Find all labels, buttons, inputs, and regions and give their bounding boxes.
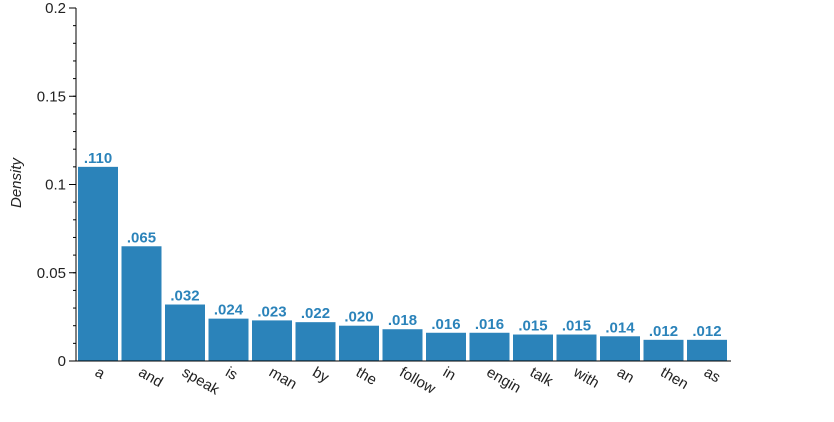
x-tick-label-in: in	[440, 364, 459, 385]
x-tick-label-then: then	[658, 364, 692, 393]
value-label-speak: .032	[170, 288, 199, 305]
value-label-and: .065	[127, 229, 156, 246]
bar-with	[556, 334, 597, 361]
bar-a	[78, 166, 118, 361]
x-tick-label-the: the	[353, 364, 380, 389]
x-tick-label-as: as	[701, 364, 723, 387]
bar-then	[643, 339, 684, 361]
y-axis-title: Density	[8, 156, 25, 208]
value-label-is: .024	[214, 302, 244, 319]
bars-group	[78, 166, 727, 361]
value-label-by: .022	[301, 305, 330, 322]
bar-engin	[469, 332, 510, 361]
bar-as	[687, 339, 727, 361]
value-label-as: .012	[692, 323, 721, 340]
bar-speak	[165, 304, 205, 361]
value-label-engin: .016	[475, 316, 504, 333]
x-tick-label-a: a	[92, 364, 108, 383]
bar-in	[426, 332, 466, 361]
value-label-the: .020	[344, 309, 373, 326]
value-label-an: .014	[605, 319, 635, 336]
value-label-talk: .015	[518, 318, 547, 335]
y-tick-label: 0	[58, 353, 66, 370]
bar-is	[208, 318, 249, 361]
x-tick-label-talk: talk	[527, 364, 556, 391]
x-tick-label-speak: speak	[179, 364, 223, 399]
x-tick-label-follow: follow	[397, 364, 439, 398]
x-tick-label-by: by	[310, 364, 333, 387]
bar-and	[121, 246, 162, 361]
x-tick-label-is: is	[223, 364, 241, 384]
value-label-in: .016	[431, 316, 460, 333]
y-tick-label: 0.05	[37, 265, 66, 282]
value-label-then: .012	[649, 323, 678, 340]
value-labels-group: .110 .065 .032 .024 .023 .022 .020 .018 .016 .016…	[84, 150, 722, 340]
value-label-a: .110	[84, 150, 112, 167]
y-tick-label: 0.2	[45, 0, 66, 17]
x-tick-label-with: with	[570, 363, 602, 392]
bar-the	[339, 325, 379, 361]
bar-man	[252, 320, 292, 361]
y-tick-label: 0.1	[45, 177, 66, 194]
x-tick-label-an: an	[614, 364, 637, 387]
x-tick-label-and: and	[136, 364, 166, 391]
value-label-with: .015	[562, 318, 591, 335]
value-label-follow: .018	[388, 312, 417, 329]
bar-by	[295, 322, 336, 361]
x-axis: a and speak is man by the follow in engin talk with…	[76, 360, 731, 399]
x-tick-label-engin: engin	[484, 364, 524, 397]
bar-talk	[513, 334, 553, 361]
y-axis: 0 0.05 0.1 0.15 0.2	[37, 0, 77, 370]
x-tick-label-man: man	[266, 364, 300, 393]
bar-an	[600, 336, 640, 361]
y-tick-label: 0.15	[37, 88, 66, 105]
value-label-man: .023	[257, 303, 286, 320]
bar-follow	[382, 329, 423, 361]
